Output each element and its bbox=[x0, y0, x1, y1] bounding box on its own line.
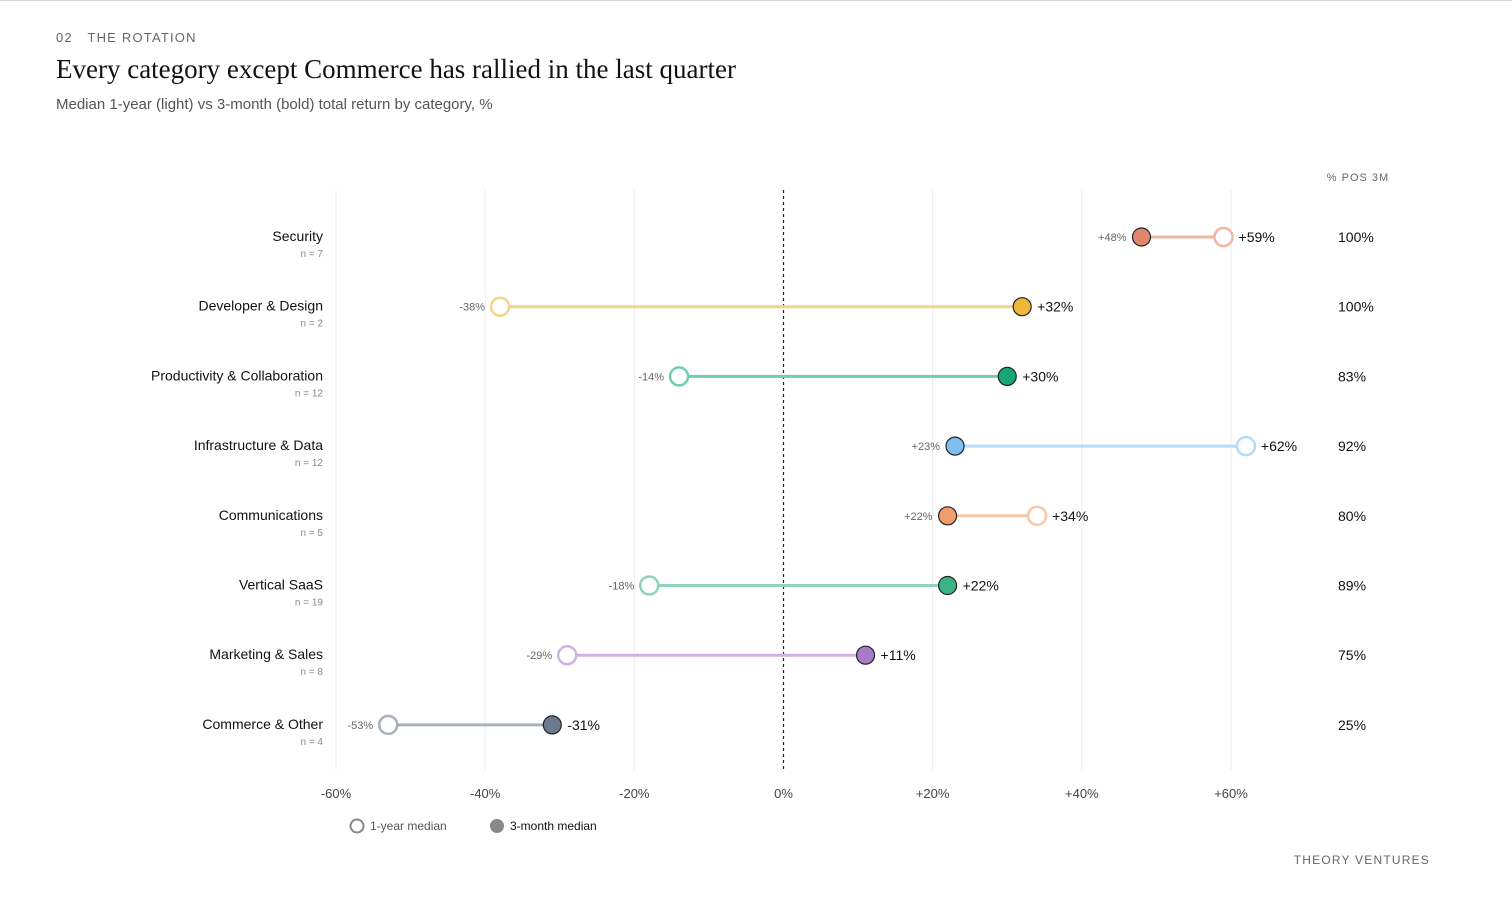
x-tick-label: -60% bbox=[321, 786, 352, 801]
one-year-marker bbox=[668, 366, 690, 387]
one-year-value-label: -18% bbox=[609, 581, 635, 593]
footer-credit: THEORY VENTURES bbox=[1293, 853, 1430, 867]
legend-three-month-icon bbox=[490, 819, 504, 833]
three-month-marker bbox=[945, 436, 965, 456]
one-year-marker bbox=[1213, 226, 1234, 248]
three-month-value-label: +32% bbox=[1037, 299, 1073, 315]
category-n: n = 2 bbox=[300, 319, 323, 330]
three-month-marker bbox=[1131, 227, 1152, 247]
x-tick-label: +60% bbox=[1214, 786, 1248, 801]
pos-3m-value: 25% bbox=[1338, 717, 1366, 733]
three-month-value-label: +22% bbox=[963, 578, 999, 594]
pos-3m-value: 100% bbox=[1338, 299, 1374, 315]
one-year-marker bbox=[1235, 435, 1257, 457]
x-tick-label: 0% bbox=[774, 786, 793, 801]
one-year-value-label: -14% bbox=[638, 371, 664, 383]
one-year-marker bbox=[489, 296, 511, 317]
x-tick-label: +20% bbox=[916, 786, 950, 801]
one-year-marker bbox=[377, 714, 399, 736]
category-label: Productivity & Collaboration bbox=[151, 367, 323, 383]
category-label: Infrastructure & Data bbox=[194, 437, 323, 453]
legend-one-year-icon bbox=[349, 818, 365, 834]
three-month-marker bbox=[997, 366, 1017, 386]
three-month-marker bbox=[542, 715, 562, 735]
three-month-value-label: +11% bbox=[881, 647, 916, 663]
pos-3m-value: 100% bbox=[1338, 229, 1374, 245]
category-n: n = 8 bbox=[300, 667, 323, 678]
category-label: Developer & Design bbox=[198, 298, 323, 314]
category-label: Commerce & Other bbox=[202, 716, 323, 732]
three-month-value-label: +23% bbox=[912, 441, 941, 453]
pos-3m-value: 92% bbox=[1338, 438, 1366, 454]
section-number: 02 bbox=[56, 30, 73, 45]
legend-three-month-label: 3-month median bbox=[510, 819, 597, 833]
one-year-marker bbox=[556, 644, 578, 666]
x-tick-label: +40% bbox=[1065, 786, 1099, 801]
category-n: n = 19 bbox=[295, 598, 324, 609]
category-n: n = 7 bbox=[300, 249, 323, 260]
pos-3m-value: 75% bbox=[1338, 647, 1366, 663]
category-label: Vertical SaaS bbox=[239, 577, 323, 593]
three-month-value-label: +48% bbox=[1098, 232, 1127, 244]
chart-title: Every category except Commerce has ralli… bbox=[56, 54, 736, 84]
three-month-marker bbox=[937, 506, 958, 526]
x-tick-label: -40% bbox=[470, 786, 501, 801]
three-month-marker bbox=[937, 575, 958, 596]
three-month-value-label: +22% bbox=[904, 511, 933, 523]
one-year-marker bbox=[1026, 505, 1048, 527]
top-divider bbox=[0, 0, 1512, 1]
category-n: n = 12 bbox=[295, 458, 324, 469]
three-month-value-label: +30% bbox=[1022, 368, 1058, 384]
pos-3m-header: % POS 3M bbox=[1327, 172, 1389, 184]
section-kicker: 02 THE ROTATION bbox=[56, 30, 197, 45]
legend-one-year-label: 1-year median bbox=[370, 819, 447, 833]
three-month-marker bbox=[1012, 297, 1032, 317]
three-month-value-label: -31% bbox=[567, 717, 600, 733]
pos-3m-value: 89% bbox=[1338, 578, 1366, 594]
category-label: Communications bbox=[219, 507, 323, 523]
one-year-value-label: +62% bbox=[1261, 438, 1297, 454]
pos-3m-value: 80% bbox=[1338, 508, 1366, 524]
category-n: n = 12 bbox=[295, 388, 324, 399]
category-label: Marketing & Sales bbox=[209, 646, 323, 662]
pos-3m-value: 83% bbox=[1338, 368, 1366, 384]
one-year-value-label: -38% bbox=[459, 302, 485, 314]
one-year-value-label: -53% bbox=[348, 720, 374, 732]
section-label: THE ROTATION bbox=[87, 30, 197, 45]
category-n: n = 4 bbox=[300, 737, 323, 748]
one-year-value-label: +59% bbox=[1239, 229, 1275, 245]
one-year-value-label: +34% bbox=[1052, 508, 1088, 524]
three-month-marker bbox=[855, 645, 876, 665]
category-label: Security bbox=[272, 228, 323, 244]
one-year-marker bbox=[639, 575, 660, 596]
category-n: n = 5 bbox=[300, 528, 323, 539]
one-year-value-label: -29% bbox=[527, 650, 553, 662]
x-tick-label: -20% bbox=[619, 786, 650, 801]
chart-subtitle: Median 1-year (light) vs 3-month (bold) … bbox=[56, 96, 493, 113]
